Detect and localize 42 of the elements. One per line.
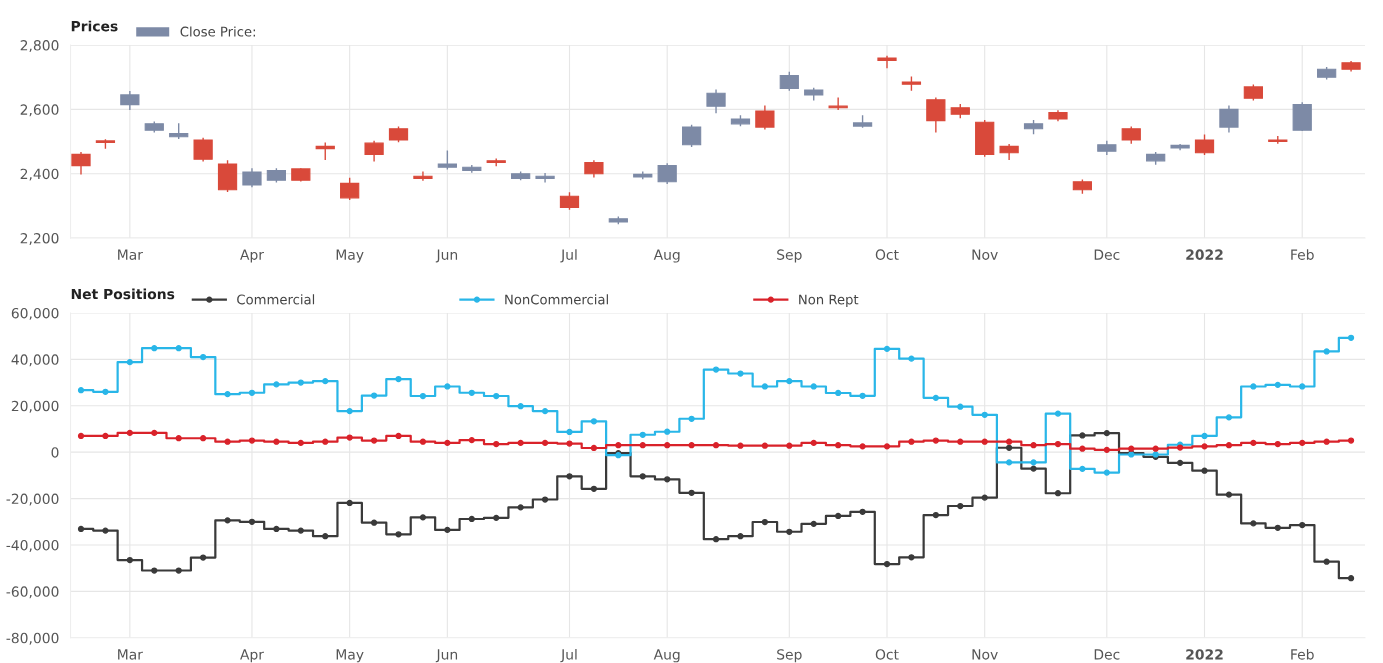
y-tick-label: 2,400 [20,168,59,181]
x-tick-label: Mar [118,249,143,260]
y-tick-label: 2,600 [20,104,59,117]
x-tick-label: Apr [240,649,264,663]
x-tick-label: Nov [972,249,998,260]
chart-title: Prices [71,20,118,32]
x-tick-label: Feb [1291,648,1314,660]
y-tick-label: 40,000 [11,354,59,367]
x-tick-label: 2022 [1186,249,1223,260]
x-tick-label: May [336,649,364,663]
x-tick-label: Apr [240,249,264,263]
legend-label: Commercial [237,294,315,305]
legend-label: Non Rept [799,294,859,307]
y-tick-label: 0 [51,447,59,458]
x-tick-label: Jul [560,648,577,663]
x-tick-label: Dec [1094,249,1120,260]
y-tick-label: -20,000 [6,493,59,506]
x-tick-label: May [336,249,364,263]
x-tick-label: Feb [1291,249,1314,260]
x-tick-label: Dec [1094,649,1120,660]
x-tick-label: Sep [777,649,802,663]
x-tick-label: Jun [435,249,458,263]
x-tick-label: Aug [653,649,680,663]
y-tick-label: -80,000 [6,632,59,645]
y-tick-label: 60,000 [11,307,59,320]
legend-label: Close Price: [180,26,255,37]
legend-label: NonCommercial [505,294,608,305]
y-tick-label: 2,200 [20,232,59,245]
x-tick-label: Mar [118,649,143,660]
chart-title: Net Positions [71,288,175,300]
y-tick-label: 20,000 [11,400,59,413]
x-tick-label: Nov [972,649,998,660]
x-tick-label: Aug [653,249,680,263]
y-tick-label: 2,800 [20,40,59,52]
x-tick-label: Jun [435,649,458,663]
x-tick-label: Oct [875,249,899,260]
y-tick-label: -60,000 [6,586,59,599]
y-tick-label: -40,000 [6,539,59,552]
x-tick-label: 2022 [1186,649,1223,660]
x-tick-label: Jul [560,249,577,263]
x-tick-label: Sep [777,249,802,263]
x-tick-label: Oct [875,649,899,660]
